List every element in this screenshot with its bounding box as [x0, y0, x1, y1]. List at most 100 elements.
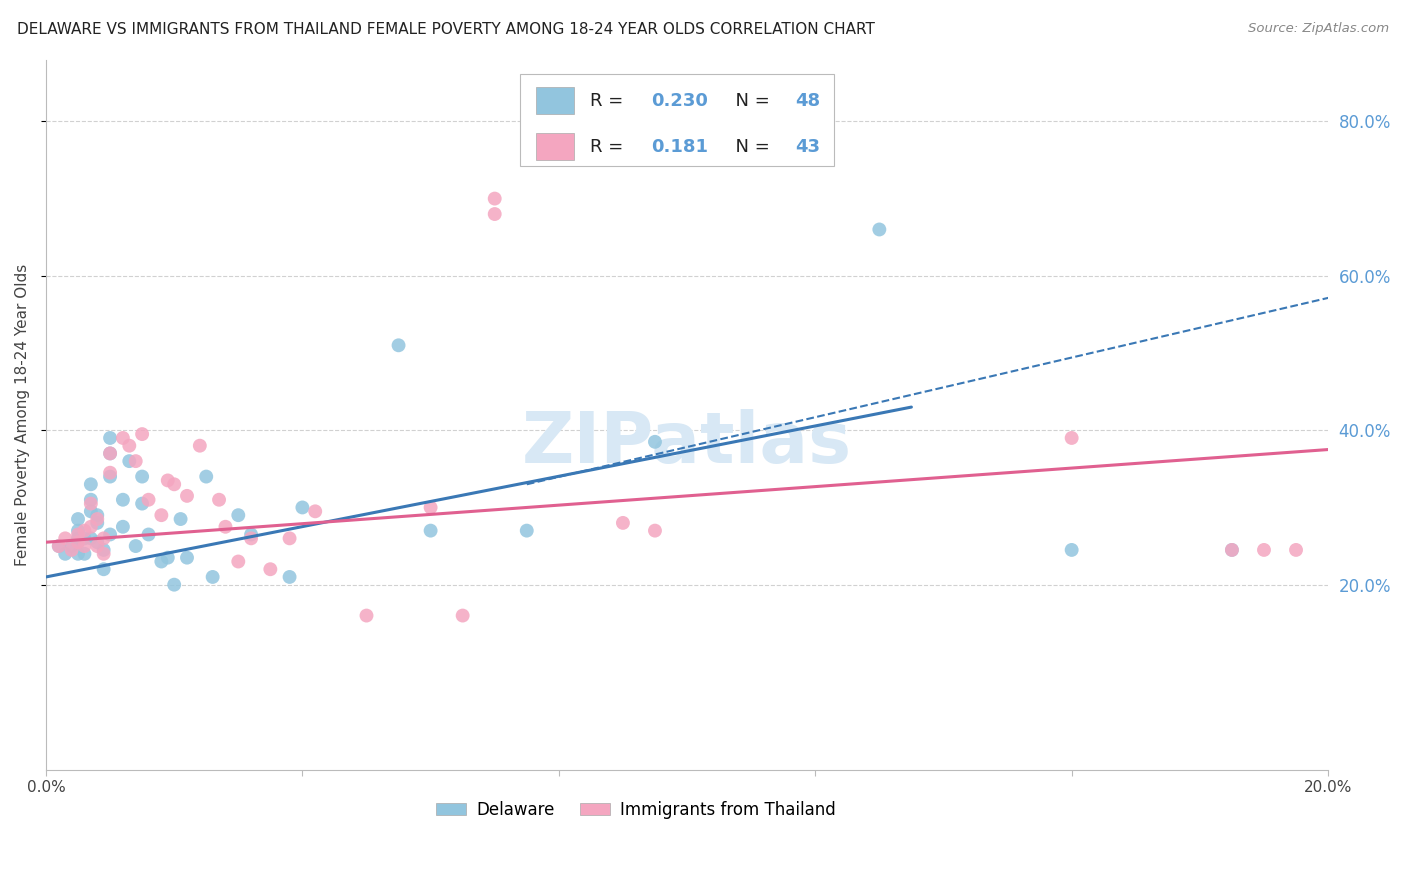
Point [66, 535, 89, 549]
Text: 43: 43 [794, 138, 820, 156]
Point [240, 532, 263, 546]
FancyBboxPatch shape [520, 74, 835, 166]
Point [98, 469, 121, 483]
Point [451, 608, 474, 623]
Point [1285, 543, 1308, 558]
Point [644, 434, 666, 449]
Text: N =: N = [724, 92, 776, 110]
Point [93, 562, 115, 576]
Point [208, 492, 231, 507]
FancyBboxPatch shape [536, 134, 574, 161]
Point [1220, 543, 1243, 558]
Point [66, 547, 89, 561]
Point [66, 535, 89, 549]
Point [111, 431, 134, 445]
Point [131, 427, 153, 442]
Point [278, 570, 301, 584]
Y-axis label: Female Poverty Among 18-24 Year Olds: Female Poverty Among 18-24 Year Olds [15, 264, 30, 566]
Point [73, 539, 96, 553]
Point [125, 454, 148, 468]
Point [176, 550, 198, 565]
Point [86, 539, 108, 553]
Point [291, 500, 314, 515]
Point [387, 338, 409, 352]
Point [73, 532, 96, 546]
Point [66, 512, 89, 526]
Point [163, 577, 186, 591]
Point [86, 512, 108, 526]
Point [1060, 431, 1083, 445]
Point [66, 532, 89, 546]
Point [98, 446, 121, 460]
Point [131, 497, 153, 511]
Point [484, 192, 506, 206]
Text: 0.181: 0.181 [651, 138, 709, 156]
Point [131, 469, 153, 483]
Text: ZIPatlas: ZIPatlas [522, 409, 852, 478]
Point [93, 543, 115, 558]
Point [156, 550, 179, 565]
Point [188, 439, 211, 453]
Point [214, 520, 236, 534]
Point [169, 512, 191, 526]
Point [80, 520, 103, 534]
Point [53, 547, 76, 561]
Point [98, 466, 121, 480]
Point [66, 527, 89, 541]
Point [304, 504, 326, 518]
Point [156, 474, 179, 488]
Point [1060, 543, 1083, 558]
Point [48, 539, 70, 553]
Point [53, 532, 76, 546]
Point [86, 516, 108, 530]
Point [80, 532, 103, 546]
Point [1220, 543, 1243, 558]
Point [644, 524, 666, 538]
Legend: Delaware, Immigrants from Thailand: Delaware, Immigrants from Thailand [429, 794, 842, 826]
Point [419, 500, 441, 515]
Text: N =: N = [724, 138, 776, 156]
Point [118, 454, 141, 468]
Point [195, 469, 218, 483]
Text: Source: ZipAtlas.com: Source: ZipAtlas.com [1249, 22, 1389, 36]
Point [163, 477, 186, 491]
Point [111, 492, 134, 507]
Point [516, 524, 538, 538]
FancyBboxPatch shape [536, 87, 574, 114]
Point [150, 508, 173, 523]
Point [240, 527, 263, 541]
Point [125, 539, 148, 553]
Point [484, 207, 506, 221]
Point [118, 439, 141, 453]
Point [93, 547, 115, 561]
Text: DELAWARE VS IMMIGRANTS FROM THAILAND FEMALE POVERTY AMONG 18-24 YEAR OLDS CORREL: DELAWARE VS IMMIGRANTS FROM THAILAND FEM… [17, 22, 875, 37]
Text: R =: R = [589, 92, 628, 110]
Point [80, 504, 103, 518]
Point [60, 543, 83, 558]
Point [259, 562, 281, 576]
Point [80, 492, 103, 507]
Text: 0.230: 0.230 [651, 92, 709, 110]
Point [612, 516, 634, 530]
Point [48, 539, 70, 553]
Point [80, 497, 103, 511]
Point [138, 492, 160, 507]
Point [98, 527, 121, 541]
Point [98, 431, 121, 445]
Point [226, 508, 249, 523]
Point [80, 477, 103, 491]
Point [86, 535, 108, 549]
Point [98, 446, 121, 460]
Point [176, 489, 198, 503]
Point [278, 532, 301, 546]
Point [86, 508, 108, 523]
Point [60, 539, 83, 553]
Text: 48: 48 [794, 92, 820, 110]
Point [356, 608, 378, 623]
Point [150, 554, 173, 568]
Point [66, 524, 89, 538]
Point [111, 520, 134, 534]
Point [226, 554, 249, 568]
Point [419, 524, 441, 538]
Point [868, 222, 890, 236]
